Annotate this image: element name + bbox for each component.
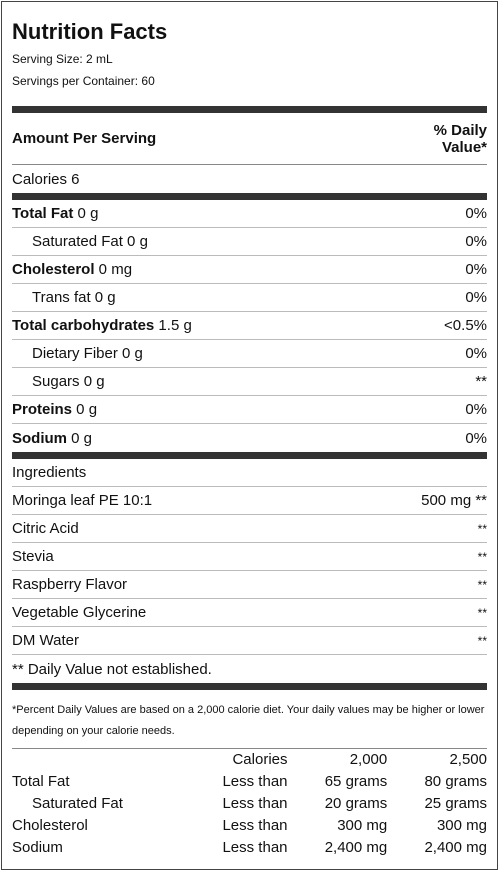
calories-text: Calories 6 — [12, 170, 80, 188]
nutrient-row-saturated-fat: Saturated Fat 0 g 0% — [12, 228, 487, 256]
serving-size: Serving Size: 2 mL — [12, 52, 113, 66]
reference-row: Sodium Less than 2,400 mg 2,400 mg — [12, 839, 487, 856]
ingredient-row: Moringa leaf PE 10:1 500 mg ** — [12, 487, 487, 515]
reference-table: Calories 2,000 2,500 Total Fat Less than… — [12, 748, 487, 859]
thick-divider — [12, 106, 487, 113]
reference-row: Total Fat Less than 65 grams 80 grams — [12, 773, 487, 790]
ingredient-row: Stevia ** — [12, 543, 487, 571]
daily-value-note: ** Daily Value not established. — [12, 660, 212, 678]
amount-header-row: Amount Per Serving % Daily Value* — [12, 113, 487, 165]
reference-row: Cholesterol Less than 300 mg 300 mg — [12, 817, 487, 834]
nutrient-row-sugars: Sugars 0 g ** — [12, 368, 487, 396]
nutrient-row-trans-fat: Trans fat 0 g 0% — [12, 284, 487, 312]
nutrient-row-total-carbohydrates: Total carbohydrates 1.5 g <0.5% — [12, 312, 487, 340]
servings-per-container: Servings per Container: 60 — [12, 74, 155, 88]
ingredient-row: DM Water ** — [12, 627, 487, 655]
calories-row: Calories 6 — [12, 165, 487, 193]
daily-value-header: % Daily Value* — [433, 121, 487, 156]
ingredient-row: Citric Acid ** — [12, 515, 487, 543]
footnote: *Percent Daily Values are based on a 2,0… — [12, 704, 485, 737]
thick-divider — [12, 452, 487, 459]
nutrient-row-cholesterol: Cholesterol 0 mg 0% — [12, 256, 487, 284]
thick-divider — [12, 193, 487, 200]
ingredient-row: Raspberry Flavor ** — [12, 571, 487, 599]
nutrient-row-dietary-fiber: Dietary Fiber 0 g 0% — [12, 340, 487, 368]
nutrient-row-sodium: Sodium 0 g 0% — [12, 429, 487, 447]
nutrient-row-total-fat: Total Fat 0 g 0% — [12, 200, 487, 228]
reference-row: Saturated Fat Less than 20 grams 25 gram… — [32, 795, 487, 812]
label-title: Nutrition Facts — [12, 19, 168, 44]
ingredient-row: Vegetable Glycerine ** — [12, 599, 487, 627]
reference-header-row: Calories 2,000 2,500 — [232, 751, 487, 768]
ingredients-header: Ingredients — [12, 459, 487, 487]
amount-per-serving: Amount Per Serving — [12, 130, 157, 147]
nutrient-row-proteins: Proteins 0 g 0% — [12, 396, 487, 424]
thick-divider — [12, 683, 487, 690]
